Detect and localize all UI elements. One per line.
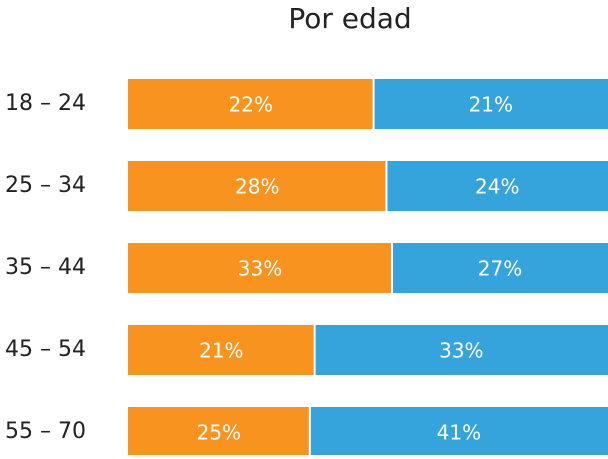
- category-label: 45 – 54: [5, 337, 86, 362]
- data-label: 41%: [437, 421, 481, 445]
- bar-segment: [310, 407, 608, 457]
- category-label: 18 – 24: [5, 91, 86, 116]
- data-label: 28%: [235, 175, 279, 199]
- category-label: 25 – 34: [5, 173, 86, 198]
- data-label: 27%: [478, 257, 522, 281]
- bar-segment: [128, 79, 373, 129]
- category-label: 55 – 70: [5, 419, 86, 444]
- bar-segment: [393, 243, 608, 293]
- data-label: 22%: [229, 93, 273, 117]
- data-label: 21%: [469, 93, 513, 117]
- category-label: 35 – 44: [5, 255, 86, 280]
- bar-segment: [128, 243, 391, 293]
- bar-segment: [128, 325, 314, 375]
- bar-segment: [315, 325, 608, 375]
- data-label: 25%: [197, 421, 241, 445]
- data-label: 33%: [238, 257, 282, 281]
- bar-segment: [128, 407, 309, 457]
- chart-title: Por edad: [288, 2, 411, 35]
- data-label: 33%: [439, 339, 483, 363]
- bar-segment: [374, 79, 608, 129]
- bar-segment: [387, 161, 608, 211]
- bar-segment: [128, 161, 386, 211]
- data-label: 21%: [199, 339, 243, 363]
- data-label: 24%: [475, 175, 519, 199]
